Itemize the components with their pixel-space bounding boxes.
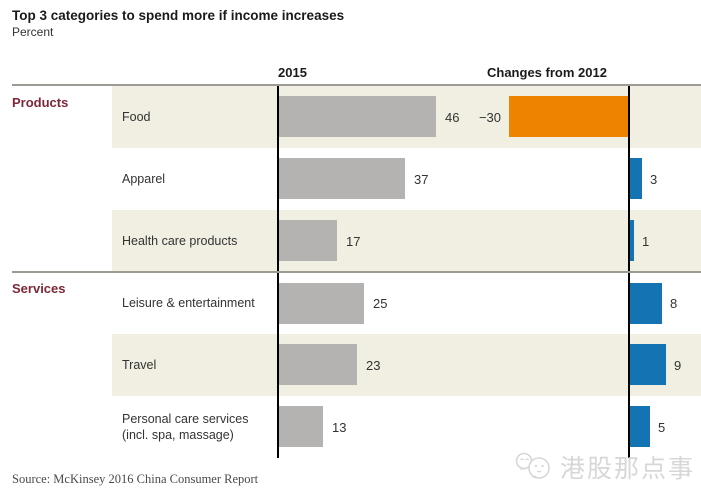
row-label: Personal care services (incl. spa, massa… xyxy=(122,411,249,442)
row-label: Travel xyxy=(122,357,157,372)
chart-row-food: Food 46 −30 xyxy=(0,86,701,148)
chart-row-apparel: Apparel 37 3 xyxy=(0,148,701,210)
bar-2015 xyxy=(279,158,405,199)
bar-2015 xyxy=(279,406,323,447)
bar-change xyxy=(630,406,650,447)
bar-value-change: 5 xyxy=(658,419,666,435)
bar-2015 xyxy=(279,96,436,137)
bar-value-change: 3 xyxy=(650,171,658,187)
bar-change xyxy=(630,283,662,324)
watermark-text: 港股那点事 xyxy=(560,455,696,483)
chart-row-travel: Travel 23 9 xyxy=(0,334,701,396)
section-label-services: Services xyxy=(12,281,66,296)
bar-value-2015: 23 xyxy=(366,357,381,373)
bar-value-change: −30 xyxy=(478,109,501,125)
column-header-changes: Changes from 2012 xyxy=(487,65,607,80)
bar-value-change: 9 xyxy=(674,357,682,373)
bar-value-change: 8 xyxy=(670,295,678,311)
bar-2015 xyxy=(279,220,337,261)
bar-value-2015: 46 xyxy=(445,109,460,125)
bar-value-2015: 13 xyxy=(332,419,347,435)
column-header-2015: 2015 xyxy=(278,65,307,80)
bar-change xyxy=(630,158,642,199)
bar-value-2015: 37 xyxy=(414,171,429,187)
bar-change xyxy=(630,344,666,385)
watermark: 港股那点事 xyxy=(514,449,695,485)
bar-2015 xyxy=(279,283,364,324)
row-label: Leisure & entertainment xyxy=(122,295,255,310)
row-label: Health care products xyxy=(122,233,238,248)
top-divider xyxy=(12,84,701,86)
bar-value-change: 1 xyxy=(642,233,650,249)
section-divider xyxy=(12,271,701,273)
source-note: Source: McKinsey 2016 China Consumer Rep… xyxy=(12,472,259,486)
chart-row-health-care: Health care products 17 1 xyxy=(0,210,701,272)
chart-row-personal-care: Personal care services (incl. spa, massa… xyxy=(0,396,701,458)
unit-label: Percent xyxy=(12,25,54,39)
bar-change xyxy=(630,220,634,261)
bar-2015 xyxy=(279,344,357,385)
row-stripe xyxy=(112,210,701,272)
chat-bubbles-logo-icon xyxy=(515,452,550,479)
bar-change xyxy=(509,96,629,137)
chart-row-leisure: Leisure & entertainment 25 8 xyxy=(0,273,701,333)
row-label: Food xyxy=(122,109,151,124)
row-stripe xyxy=(112,334,701,396)
section-label-products: Products xyxy=(12,95,69,110)
bar-value-2015: 25 xyxy=(373,295,388,311)
bar-value-2015: 17 xyxy=(346,233,361,249)
page-title: Top 3 categories to spend more if income… xyxy=(12,8,345,23)
row-label: Apparel xyxy=(122,171,166,186)
